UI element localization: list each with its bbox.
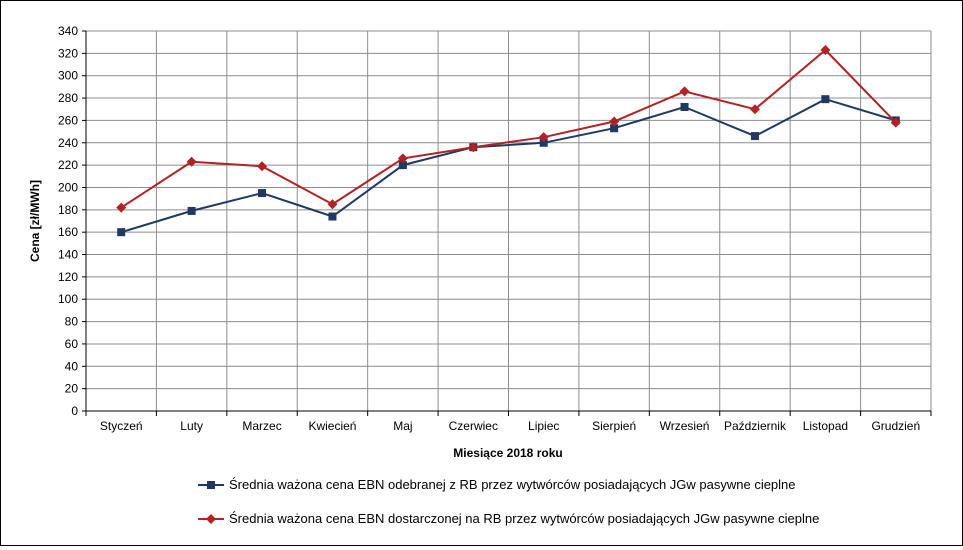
data-point-1 — [398, 161, 407, 170]
x-tick-label: Lipiec — [528, 419, 559, 433]
data-point-1 — [539, 138, 548, 147]
data-point-2 — [749, 104, 760, 115]
y-tick-label: 180 — [58, 203, 78, 217]
y-tick-label: 100 — [58, 292, 78, 306]
data-point-2 — [890, 117, 901, 128]
y-axis-ticks: 0 20 40 60 80 100 120 140 160 180 200 220 240 260 280 3… — [58, 24, 78, 418]
series-line-1 — [120, 98, 897, 234]
data-point-1 — [187, 206, 196, 215]
x-tick-label: Wrzesień — [660, 419, 710, 433]
data-point-2 — [679, 86, 690, 97]
y-tick-label: 60 — [65, 337, 79, 351]
y-tick-label: 0 — [71, 404, 78, 418]
x-tick-label: Grudzień — [871, 419, 920, 433]
data-point-2 — [468, 142, 479, 153]
y-tick-label: 260 — [58, 113, 78, 127]
y-tick-label: 80 — [65, 315, 79, 329]
x-tick-label: Kwiecień — [308, 419, 356, 433]
y-tick-label: 340 — [58, 24, 78, 38]
axes — [82, 30, 932, 416]
data-point-2 — [820, 45, 831, 55]
x-tick-label: Styczeń — [100, 419, 143, 433]
legend-marker-2 — [206, 514, 216, 524]
data-point-2 — [257, 161, 268, 172]
data-point-2 — [609, 116, 620, 127]
data-point-1 — [750, 132, 759, 141]
y-tick-label: 40 — [65, 359, 79, 373]
y-tick-label: 300 — [58, 69, 78, 83]
x-axis-ticks: Styczeń Luty Marzec Kwiecień Maj Czerwiec Lipi… — [100, 419, 920, 433]
x-tick-label: Czerwiec — [449, 419, 498, 433]
data-point-1 — [328, 212, 337, 221]
legend-label-2: Średnia ważona cena EBN dostarczonej na … — [229, 511, 819, 526]
y-tick-label: 320 — [58, 46, 78, 60]
y-tick-label: 220 — [58, 158, 78, 172]
data-point-2 — [327, 199, 338, 210]
x-tick-label: Marzec — [242, 419, 281, 433]
data-point-2 — [397, 153, 408, 164]
y-tick-label: 200 — [58, 180, 78, 194]
data-point-1 — [610, 124, 619, 133]
x-axis-title: Miesiące 2018 roku — [453, 446, 562, 460]
grid-lines — [86, 30, 932, 411]
data-point-1 — [821, 95, 830, 104]
y-tick-label: 240 — [58, 136, 78, 150]
x-tick-label: Październik — [724, 419, 787, 433]
y-tick-label: 280 — [58, 91, 78, 105]
x-tick-label: Listopad — [803, 419, 848, 433]
data-point-1 — [117, 228, 126, 237]
legend-label-1: Średnia ważona cena EBN odebranej z RB p… — [229, 477, 796, 492]
y-tick-label: 20 — [65, 382, 79, 396]
legend-marker-1 — [207, 481, 215, 489]
x-tick-label: Maj — [393, 419, 412, 433]
data-point-2 — [538, 132, 549, 143]
series-lines — [116, 45, 901, 237]
data-point-2 — [116, 202, 127, 213]
data-point-1 — [680, 103, 689, 111]
data-point-1 — [258, 189, 267, 198]
x-tick-label: Sierpień — [592, 419, 636, 433]
x-tick-label: Luty — [180, 419, 203, 433]
series-line-2 — [120, 48, 897, 209]
data-point-2 — [186, 156, 197, 167]
y-tick-label: 160 — [58, 225, 78, 239]
y-tick-label: 140 — [58, 248, 78, 262]
legend: Średnia ważona cena EBN odebranej z RB p… — [198, 477, 819, 526]
y-axis-title: Cena [zł/MWh] — [28, 180, 42, 262]
y-tick-label: 120 — [58, 270, 78, 284]
